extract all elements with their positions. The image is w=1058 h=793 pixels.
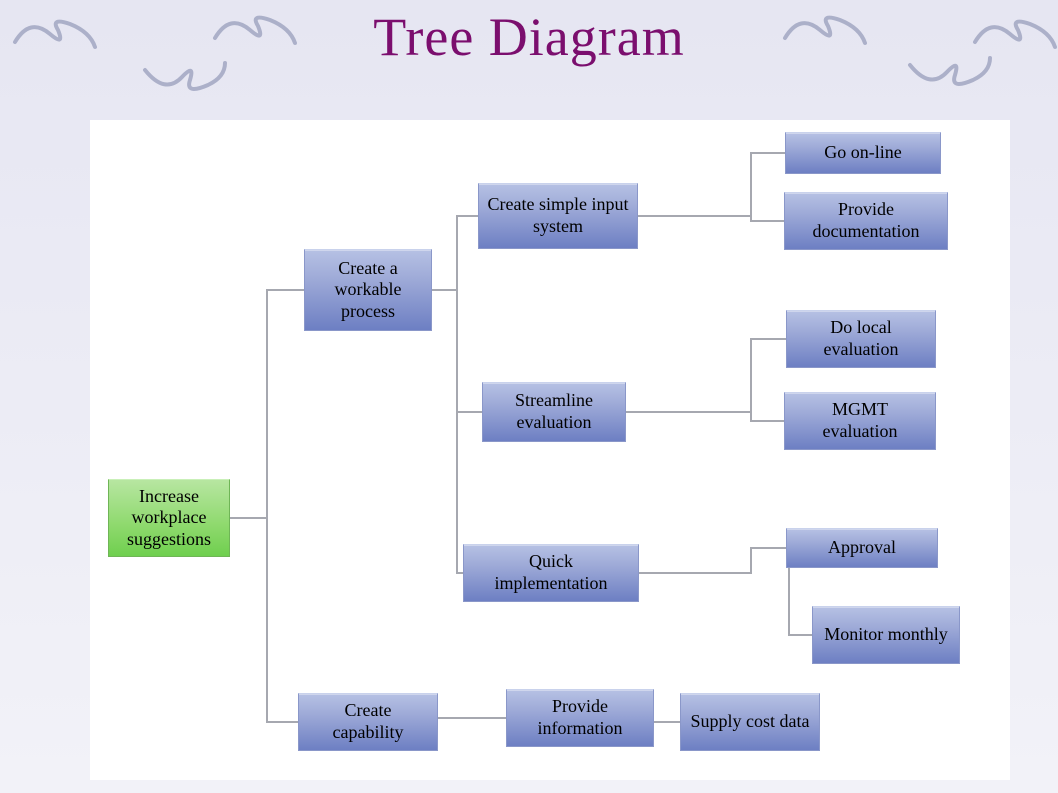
edge [230,517,266,519]
edge [788,634,812,636]
edge [654,721,680,723]
edge [432,289,456,291]
node-supply-cost: Supply cost data [680,693,820,751]
node-streamline: Streamline evaluation [482,382,626,442]
node-approval: Approval [786,528,938,568]
edge [266,289,304,291]
swirl-decoration [10,12,100,57]
swirl-decoration [210,8,300,53]
edge [266,289,268,721]
node-root: Increase workplace suggestions [108,479,230,557]
node-quick-impl: Quick implementation [463,544,639,602]
page-title: Tree Diagram [373,6,684,68]
swirl-decoration [970,12,1058,57]
edge [456,215,478,217]
edge [266,721,298,723]
node-provide-doc: Provide documentation [784,192,948,250]
node-simple-input: Create simple input system [478,183,638,249]
edge [638,215,750,217]
edge [750,547,786,549]
edge [750,220,784,222]
edge [438,717,506,719]
node-go-online: Go on-line [785,132,941,174]
edge [639,572,750,574]
edge [750,420,784,422]
edge [456,215,458,573]
node-provide-info: Provide information [506,689,654,747]
node-capability: Create capability [298,693,438,751]
edge [750,338,752,422]
swirl-decoration [140,55,230,100]
edge [750,152,785,154]
diagram-canvas: Increase workplace suggestions Create a … [90,120,1010,780]
edge [750,152,752,222]
swirl-decoration [780,8,870,53]
node-workable: Create a workable process [304,249,432,331]
node-monitor-monthly: Monitor monthly [812,606,960,664]
edge [750,338,786,340]
edge [456,411,482,413]
edge [750,547,752,574]
edge [788,568,790,634]
node-do-local-eval: Do local evaluation [786,310,936,368]
edge [626,411,750,413]
node-mgmt-eval: MGMT evaluation [784,392,936,450]
